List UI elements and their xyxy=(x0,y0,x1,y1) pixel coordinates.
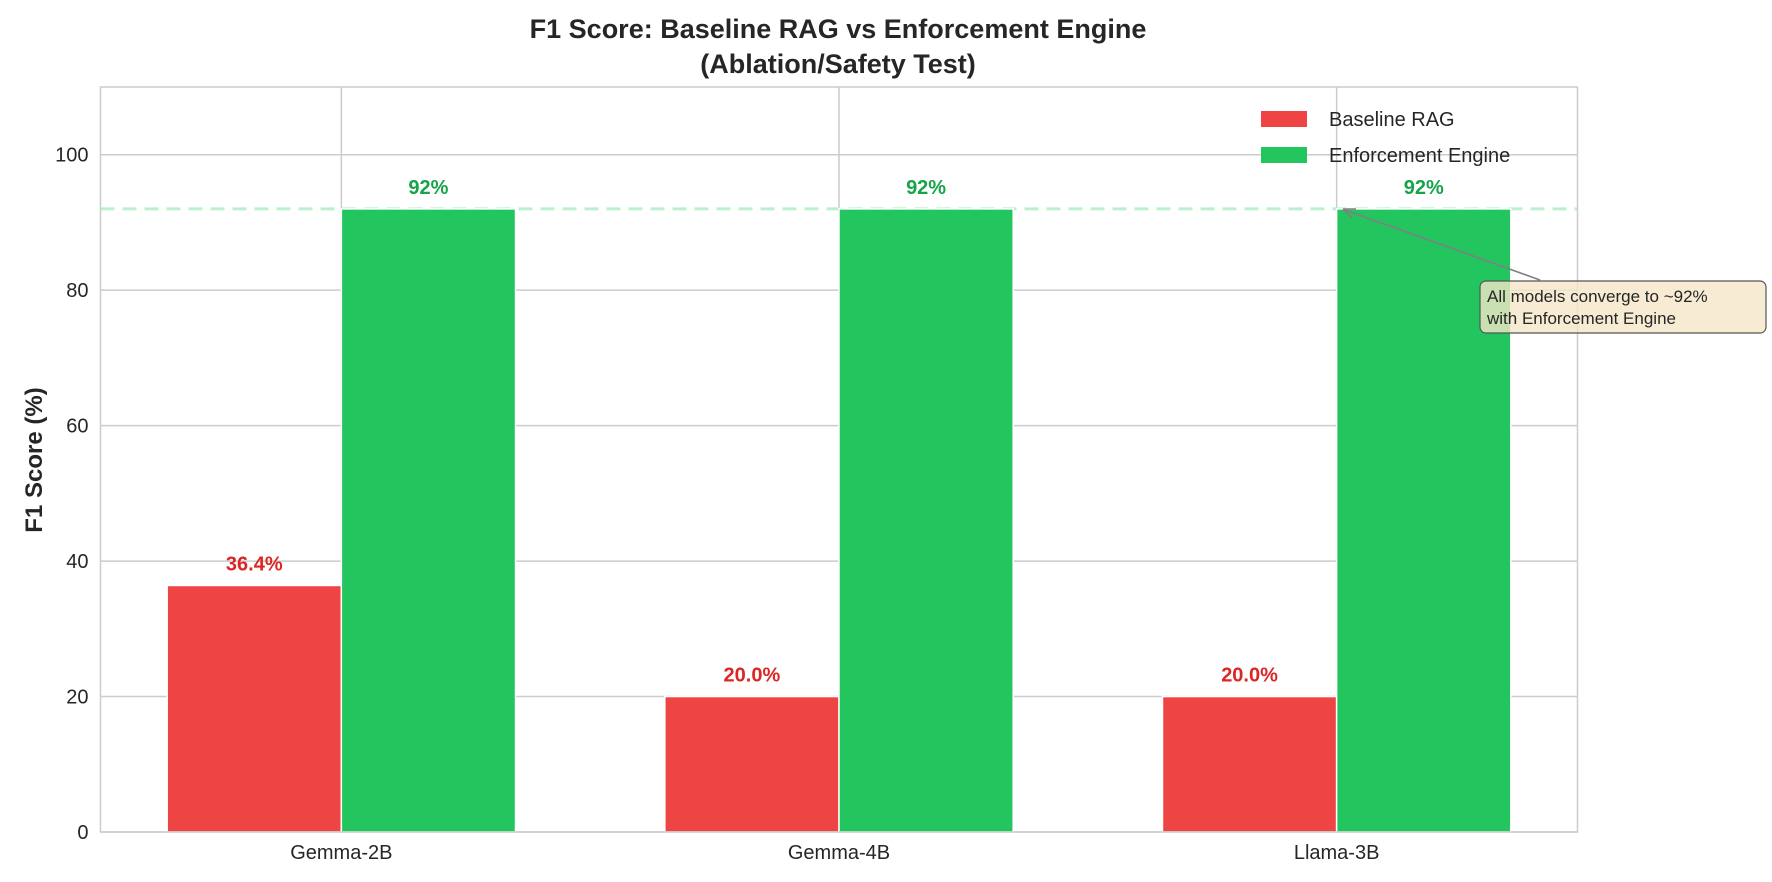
annotation-arrow xyxy=(1344,209,1541,281)
y-tick-label: 60 xyxy=(66,416,88,438)
bar-baseline-gemma-4b xyxy=(664,695,840,833)
annotation: All models converge to ~92% with Enforce… xyxy=(1342,208,1767,334)
x-ticks: Gemma-2B Gemma-4B Llama-3B xyxy=(290,842,1379,864)
data-label: 36.4% xyxy=(226,553,283,575)
chart-title: F1 Score: Baseline RAG vs Enforcement En… xyxy=(530,14,1147,44)
legend: Baseline RAG Enforcement Engine xyxy=(1261,109,1510,167)
legend-swatch-baseline xyxy=(1261,111,1307,127)
annotation-line-2: with Enforcement Engine xyxy=(1486,309,1676,328)
x-tick-label: Llama-3B xyxy=(1294,842,1380,864)
arrow-head-icon xyxy=(1342,208,1356,219)
bar-enforcement-gemma-2b xyxy=(340,208,517,833)
data-label: 92% xyxy=(408,177,448,199)
x-tick-label: Gemma-2B xyxy=(290,842,392,864)
data-label: 20.0% xyxy=(1221,665,1278,687)
y-tick-label: 20 xyxy=(66,687,88,709)
bar-baseline-gemma-2b xyxy=(166,584,343,833)
y-tick-label: 100 xyxy=(55,145,88,167)
y-axis-label: F1 Score (%) xyxy=(21,387,48,532)
data-label: 92% xyxy=(906,177,946,199)
data-labels: 36.4% 20.0% 20.0% 92% 92% 92% xyxy=(226,177,1444,687)
chart-subtitle: (Ablation/Safety Test) xyxy=(700,49,976,79)
legend-label-baseline: Baseline RAG xyxy=(1329,109,1455,131)
y-tick-label: 80 xyxy=(66,280,88,302)
y-tick-label: 0 xyxy=(77,822,88,844)
legend-label-enforcement: Enforcement Engine xyxy=(1329,145,1510,167)
y-ticks: 0 20 40 60 80 100 xyxy=(55,145,88,844)
x-tick-label: Gemma-4B xyxy=(788,842,890,864)
data-label: 92% xyxy=(1404,177,1444,199)
annotation-line-1: All models converge to ~92% xyxy=(1487,287,1708,306)
bars xyxy=(166,208,1512,833)
bar-baseline-llama-3b xyxy=(1161,695,1338,833)
y-tick-label: 40 xyxy=(66,551,88,573)
bar-enforcement-gemma-4b xyxy=(838,208,1014,833)
data-label: 20.0% xyxy=(724,665,781,687)
annotation-box xyxy=(1479,280,1767,334)
axes-frame xyxy=(99,86,1579,833)
legend-swatch-enforcement xyxy=(1261,147,1307,163)
